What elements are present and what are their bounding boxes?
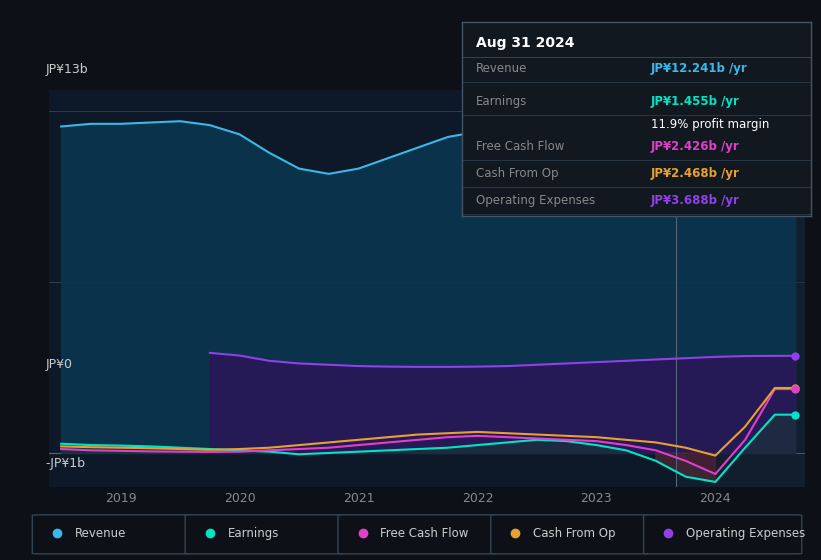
- Text: Free Cash Flow: Free Cash Flow: [476, 139, 565, 152]
- Text: Operating Expenses: Operating Expenses: [686, 527, 805, 540]
- Text: JP¥3.688b /yr: JP¥3.688b /yr: [651, 194, 740, 207]
- Text: JP¥12.241b /yr: JP¥12.241b /yr: [651, 62, 747, 75]
- Bar: [677, 90, 805, 487]
- Text: Earnings: Earnings: [476, 95, 528, 108]
- FancyBboxPatch shape: [338, 515, 496, 554]
- Text: Revenue: Revenue: [75, 527, 126, 540]
- Text: Cash From Op: Cash From Op: [476, 166, 558, 180]
- Text: Cash From Op: Cash From Op: [533, 527, 616, 540]
- FancyBboxPatch shape: [644, 515, 802, 554]
- Text: Free Cash Flow: Free Cash Flow: [380, 527, 469, 540]
- Text: JP¥13b: JP¥13b: [45, 63, 88, 76]
- Text: Aug 31 2024: Aug 31 2024: [476, 36, 575, 50]
- Text: JP¥0: JP¥0: [45, 358, 72, 371]
- FancyBboxPatch shape: [32, 515, 190, 554]
- Text: Operating Expenses: Operating Expenses: [476, 194, 595, 207]
- Text: -JP¥1b: -JP¥1b: [45, 457, 85, 470]
- Text: Earnings: Earnings: [227, 527, 279, 540]
- Text: JP¥2.426b /yr: JP¥2.426b /yr: [651, 139, 740, 152]
- Text: 11.9% profit margin: 11.9% profit margin: [651, 118, 769, 131]
- FancyBboxPatch shape: [491, 515, 649, 554]
- Text: Revenue: Revenue: [476, 62, 528, 75]
- Text: JP¥2.468b /yr: JP¥2.468b /yr: [651, 166, 740, 180]
- Text: JP¥1.455b /yr: JP¥1.455b /yr: [651, 95, 740, 108]
- FancyBboxPatch shape: [186, 515, 343, 554]
